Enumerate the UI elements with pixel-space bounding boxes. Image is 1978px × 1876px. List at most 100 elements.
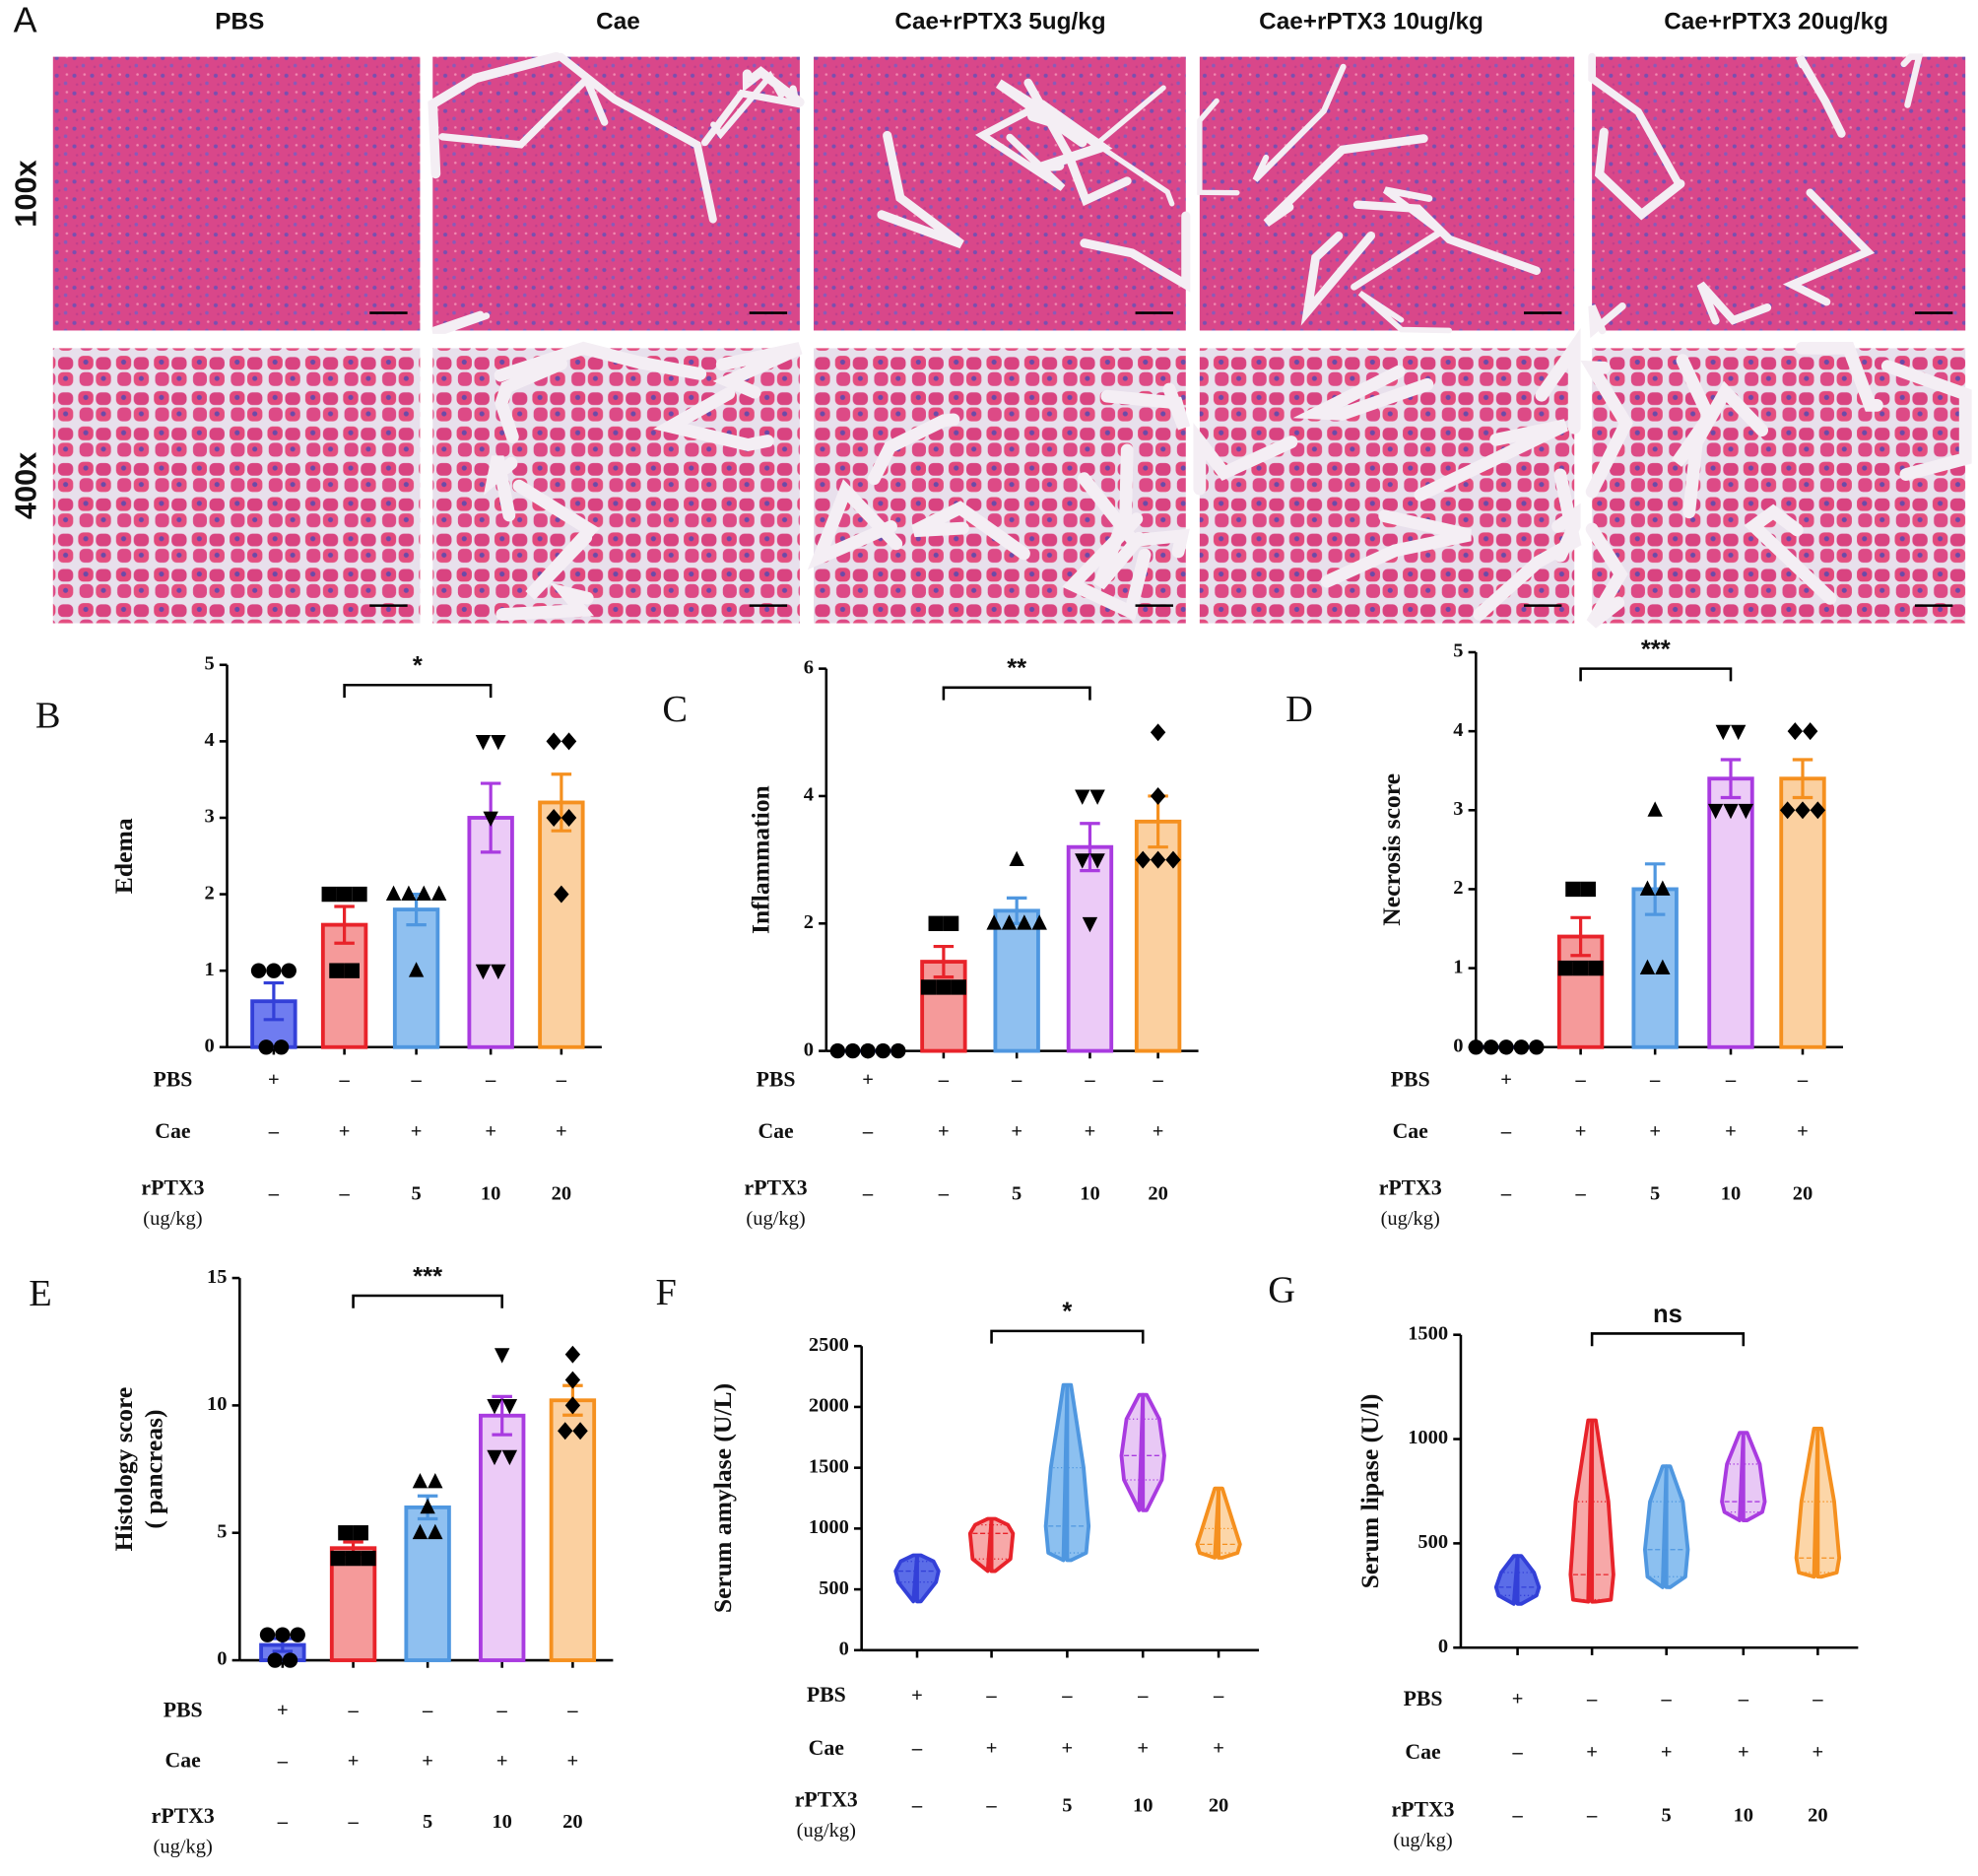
y-axis-label: Inflammation [747,785,775,934]
table-cell: + [1725,1121,1737,1143]
y-tick-label: 15 [207,1266,227,1288]
row-sublabel: (ug/kg) [143,1208,202,1230]
histology-image [1197,56,1575,334]
septum [877,130,964,249]
data-point [986,914,1002,930]
septum [438,73,609,149]
septum [911,501,1030,561]
y-tick-label: 0 [839,1639,849,1660]
table-cell: + [485,1121,496,1143]
violin [1568,1418,1615,1604]
septum [1782,188,1876,306]
significance-bracket [990,1329,1145,1344]
row-label: Cae [1393,1119,1429,1143]
table-cell: + [1153,1121,1164,1143]
histology-image [52,348,421,624]
table-cell: + [496,1750,508,1772]
table-cell: – [1511,1805,1523,1827]
septum [1252,63,1347,182]
septum [1795,54,1846,138]
table-cell: – [1137,1685,1149,1707]
data-point [475,964,492,980]
table-cell: 10 [1734,1805,1753,1827]
data-point [920,979,937,995]
data-point [338,1525,354,1541]
data-point [385,885,402,901]
table-cell: + [567,1750,579,1772]
tissue [1592,348,1966,624]
y-tick-label: 500 [1418,1531,1448,1553]
data-point [875,1042,891,1059]
septum [712,342,803,399]
data-point [1655,959,1671,975]
data-point [491,734,506,751]
y-tick-label: 5 [217,1520,227,1542]
data-point [1565,881,1581,898]
violin [967,1516,1016,1574]
data-point [408,962,425,977]
table-cell: + [862,1069,874,1091]
data-point [1655,880,1671,896]
error-bar [551,772,572,833]
y-tick-label: 4 [204,729,214,751]
row-header: 100x [8,160,42,227]
row-label: rPTX3 [1379,1175,1442,1199]
bar [404,1505,451,1662]
panel-label: A [14,1,37,40]
significance-label: ns [1653,1301,1682,1328]
data-point [1802,722,1818,741]
septum [431,310,491,334]
y-tick-label: 2000 [809,1395,849,1417]
data-point [1150,850,1166,869]
column-header: Cae+rPTX3 20ug/kg [1664,8,1888,34]
table-cell: + [339,1121,351,1143]
data-point [487,1449,502,1466]
table-cell: 10 [492,1811,511,1833]
data-point [345,1550,362,1567]
data-point [1031,914,1047,930]
row-label: rPTX3 [795,1787,858,1811]
y-tick-label: 1500 [809,1455,849,1477]
data-point [951,979,966,995]
bar [392,907,440,1049]
chart-panel: F Serum amylase (U/L) 0 500 1000 1500 2000 2500… [655,1272,1260,1842]
septum [1263,134,1428,227]
data-point [1001,914,1018,930]
data-point [430,885,447,901]
row-label: Cae [758,1119,794,1143]
septum [494,341,707,382]
table-cell: + [986,1738,998,1760]
data-point [1089,789,1105,805]
data-point [1513,1039,1530,1055]
y-tick-label: 0 [1453,1035,1463,1056]
bar [1066,844,1114,1053]
row-label: PBS [807,1683,846,1707]
data-point [412,1473,429,1489]
table-cell: – [911,1738,923,1760]
septum [1197,98,1240,196]
y-axis-label: Serum amylase (U/L) [708,1383,737,1613]
table-cell: – [1084,1069,1095,1091]
panel-label: B [35,696,61,737]
y-tick-label: 3 [204,806,214,828]
row-header: 400x [8,452,42,519]
data-point [1647,801,1663,817]
table-cell: – [1011,1069,1022,1091]
data-point [250,963,267,978]
table-cell: + [1137,1738,1149,1760]
data-point [1588,960,1604,976]
septum [512,479,600,600]
histology-image [1580,341,1972,629]
data-point [890,1042,906,1059]
data-point [487,1398,502,1415]
table-cell: – [1812,1689,1823,1710]
error-bar [1720,758,1742,800]
y-tick-label: 1500 [1408,1322,1448,1344]
chart-panel: E Histology score( pancreas) 0 5 10 15 *** PBS +… [29,1263,614,1858]
septum [495,582,595,621]
y-tick-label: 2 [804,911,814,933]
table-cell: 5 [1650,1182,1660,1204]
data-point [491,964,506,980]
data-point [428,1523,443,1540]
table-cell: – [938,1182,950,1204]
